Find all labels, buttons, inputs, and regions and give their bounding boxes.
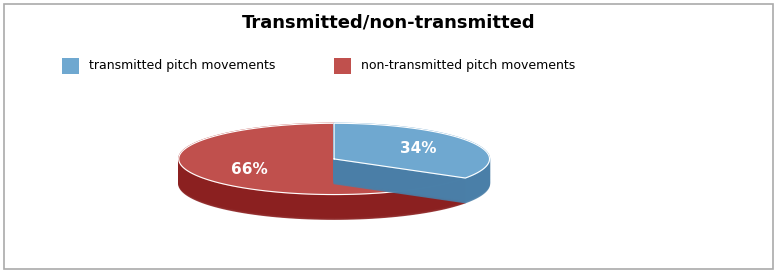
Polygon shape bbox=[334, 147, 490, 201]
Polygon shape bbox=[334, 132, 490, 186]
Polygon shape bbox=[179, 147, 465, 218]
Polygon shape bbox=[334, 127, 490, 182]
Polygon shape bbox=[334, 148, 490, 203]
Polygon shape bbox=[334, 133, 490, 188]
Polygon shape bbox=[179, 141, 465, 212]
Text: 66%: 66% bbox=[232, 162, 268, 177]
Text: 34%: 34% bbox=[400, 141, 437, 156]
Polygon shape bbox=[334, 145, 490, 200]
Polygon shape bbox=[334, 134, 490, 189]
Polygon shape bbox=[334, 130, 490, 185]
Polygon shape bbox=[334, 136, 490, 190]
Polygon shape bbox=[179, 123, 465, 195]
Polygon shape bbox=[334, 126, 490, 181]
FancyBboxPatch shape bbox=[334, 58, 351, 74]
Polygon shape bbox=[179, 125, 465, 196]
FancyBboxPatch shape bbox=[62, 58, 79, 74]
Polygon shape bbox=[334, 138, 490, 193]
Polygon shape bbox=[179, 130, 465, 201]
Polygon shape bbox=[179, 138, 465, 210]
Polygon shape bbox=[334, 123, 490, 178]
Polygon shape bbox=[334, 125, 490, 179]
Polygon shape bbox=[179, 144, 465, 215]
Polygon shape bbox=[179, 127, 465, 199]
Polygon shape bbox=[179, 137, 465, 208]
Polygon shape bbox=[179, 136, 465, 207]
Polygon shape bbox=[179, 140, 465, 211]
Polygon shape bbox=[334, 142, 490, 197]
Polygon shape bbox=[334, 144, 490, 199]
Polygon shape bbox=[179, 126, 465, 197]
Polygon shape bbox=[179, 129, 465, 200]
Polygon shape bbox=[179, 133, 465, 204]
Polygon shape bbox=[334, 129, 490, 184]
Polygon shape bbox=[179, 142, 465, 214]
Polygon shape bbox=[179, 134, 465, 206]
Polygon shape bbox=[334, 140, 490, 195]
Text: Transmitted/non-transmitted: Transmitted/non-transmitted bbox=[242, 14, 535, 32]
Text: non-transmitted pitch movements: non-transmitted pitch movements bbox=[361, 59, 575, 72]
Polygon shape bbox=[179, 145, 465, 216]
Polygon shape bbox=[179, 132, 465, 203]
Polygon shape bbox=[179, 148, 465, 219]
Polygon shape bbox=[334, 141, 490, 196]
Text: transmitted pitch movements: transmitted pitch movements bbox=[89, 59, 275, 72]
Polygon shape bbox=[334, 137, 490, 192]
